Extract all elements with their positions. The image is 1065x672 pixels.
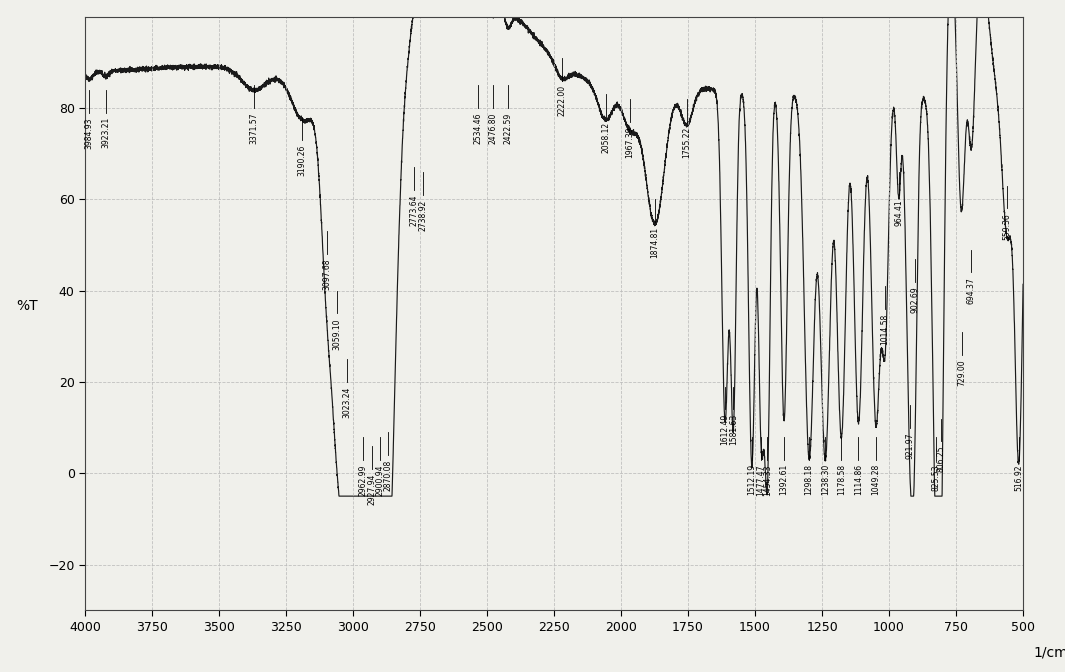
Text: 1298.18: 1298.18 bbox=[805, 464, 814, 495]
Text: 1612.49: 1612.49 bbox=[720, 414, 730, 445]
Text: 2900.94: 2900.94 bbox=[375, 464, 384, 496]
Text: 3190.26: 3190.26 bbox=[297, 144, 307, 176]
Text: 1967.39: 1967.39 bbox=[625, 126, 635, 158]
Text: 1114.86: 1114.86 bbox=[854, 464, 863, 495]
Text: 1512.19: 1512.19 bbox=[748, 464, 756, 495]
Text: 1238.30: 1238.30 bbox=[821, 464, 830, 495]
Text: 516.92: 516.92 bbox=[1014, 464, 1023, 491]
Text: 1874.81: 1874.81 bbox=[650, 226, 659, 258]
Text: 3371.57: 3371.57 bbox=[249, 112, 258, 144]
Text: 902.69: 902.69 bbox=[911, 286, 920, 312]
Text: 2927.94: 2927.94 bbox=[367, 473, 377, 505]
Text: 2738.92: 2738.92 bbox=[419, 200, 427, 230]
Text: 2222.00: 2222.00 bbox=[557, 85, 567, 116]
Text: 2773.64: 2773.64 bbox=[409, 195, 419, 226]
Text: 1392.61: 1392.61 bbox=[780, 464, 788, 495]
Text: 2870.08: 2870.08 bbox=[383, 460, 392, 491]
Text: 2962.99: 2962.99 bbox=[359, 464, 367, 495]
Text: 1454.33: 1454.33 bbox=[763, 464, 772, 496]
Text: 2534.46: 2534.46 bbox=[473, 112, 482, 144]
Text: 921.97: 921.97 bbox=[905, 432, 915, 459]
Text: 2476.80: 2476.80 bbox=[489, 112, 497, 144]
Text: 3023.24: 3023.24 bbox=[342, 386, 351, 418]
Text: 806.25: 806.25 bbox=[936, 446, 946, 472]
Text: 1755.22: 1755.22 bbox=[683, 126, 691, 157]
Text: 559.36: 559.36 bbox=[1002, 213, 1012, 240]
Text: 1014.58: 1014.58 bbox=[881, 313, 889, 345]
Text: 964.41: 964.41 bbox=[895, 200, 903, 226]
Text: 729.00: 729.00 bbox=[957, 359, 966, 386]
Text: 3097.68: 3097.68 bbox=[323, 259, 331, 290]
Y-axis label: %T: %T bbox=[17, 300, 38, 313]
Text: 694.37: 694.37 bbox=[966, 277, 976, 304]
Text: 3984.93: 3984.93 bbox=[84, 117, 94, 149]
Text: 1178.58: 1178.58 bbox=[837, 464, 846, 495]
Text: 3059.10: 3059.10 bbox=[332, 318, 342, 349]
Text: 1049.28: 1049.28 bbox=[871, 464, 881, 495]
Text: 2058.12: 2058.12 bbox=[601, 122, 610, 153]
Text: 1477.47: 1477.47 bbox=[756, 464, 766, 496]
Text: 825.53: 825.53 bbox=[931, 464, 940, 491]
Text: 3923.21: 3923.21 bbox=[101, 117, 110, 149]
X-axis label: 1/cm: 1/cm bbox=[1034, 646, 1065, 660]
Text: 2422.59: 2422.59 bbox=[504, 112, 512, 144]
Text: 1581.63: 1581.63 bbox=[728, 414, 738, 445]
